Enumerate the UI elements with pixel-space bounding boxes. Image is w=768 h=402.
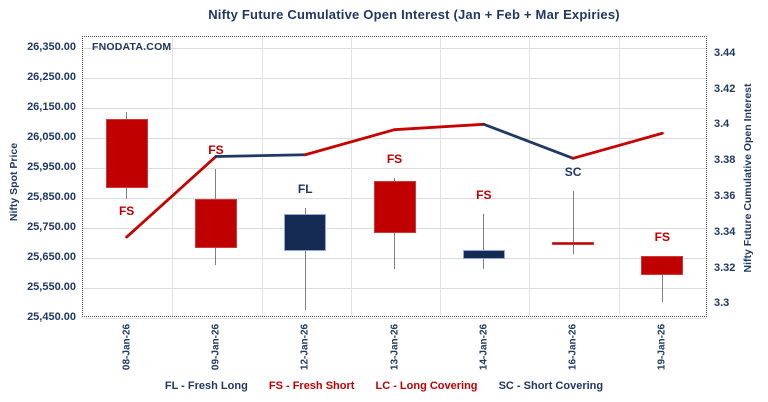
left-axis-tick: 25,750.00 — [27, 221, 76, 233]
vertical-gridline — [529, 37, 531, 316]
candle-body — [373, 180, 416, 233]
left-axis-tick: 26,150.00 — [27, 101, 76, 113]
legend: FL - Fresh Long FS - Fresh Short LC - Lo… — [0, 380, 768, 392]
candle-annotation: FS — [476, 187, 492, 202]
oi-line-segment — [571, 131, 664, 160]
oi-line-segment — [482, 122, 575, 160]
left-axis-tick: 25,950.00 — [27, 161, 76, 173]
horizontal-gridline — [83, 48, 706, 49]
left-axis-tick: 26,350.00 — [27, 41, 76, 53]
right-axis-tick: 3.38 — [714, 154, 736, 167]
candle-body — [194, 198, 237, 248]
candle-annotation: SC — [564, 165, 582, 179]
vertical-gridline — [261, 37, 263, 316]
chart-title: Nifty Future Cumulative Open Interest (J… — [208, 7, 620, 22]
right-axis-tick: 3.32 — [714, 261, 736, 274]
legend-item-sc: SC - Short Covering — [498, 380, 604, 392]
watermark-text: FNODATA.COM — [92, 41, 172, 53]
candle-wick — [572, 191, 574, 254]
vertical-gridline — [440, 37, 442, 316]
candle-body — [105, 119, 148, 188]
right-axis-tick: 3.4 — [714, 118, 730, 131]
candle-body — [462, 249, 505, 259]
candle-wick — [483, 213, 485, 269]
candle-body — [552, 242, 595, 245]
candle-wick — [304, 207, 306, 310]
oi-line-segment — [214, 153, 307, 158]
legend-item-fs: FS - Fresh Short — [268, 380, 355, 392]
candle-body — [284, 213, 327, 251]
left-axis-tick: 25,550.00 — [27, 281, 76, 293]
x-axis-date-label: 19-Jan-26 — [656, 323, 668, 371]
oi-line-segment — [125, 155, 218, 239]
oi-line-segment — [393, 122, 486, 132]
right-axis-tick: 3.34 — [714, 225, 736, 238]
candle-annotation: FS — [386, 151, 403, 166]
vertical-gridline — [172, 37, 174, 316]
x-axis-date-label: 09-Jan-26 — [210, 323, 222, 371]
candle-annotation: FS — [654, 229, 671, 244]
x-axis-date-label: 14-Jan-26 — [478, 323, 490, 371]
candle-wick — [661, 255, 663, 302]
right-axis-tick: 3.36 — [714, 189, 736, 202]
candle-annotation: FS — [208, 142, 224, 157]
left-axis-tick: 25,650.00 — [27, 251, 76, 263]
horizontal-gridline — [83, 168, 706, 169]
legend-item-fl: FL - Fresh Long — [164, 380, 248, 392]
horizontal-gridline — [83, 138, 706, 139]
x-axis-date-label: 08-Jan-26 — [121, 323, 133, 371]
right-axis-tick: 3.44 — [714, 46, 736, 59]
vertical-gridline — [618, 37, 620, 316]
horizontal-gridline — [83, 288, 706, 289]
candle-annotation: FS — [118, 203, 135, 218]
left-axis-tick: 25,450.00 — [27, 311, 76, 323]
horizontal-gridline — [83, 78, 706, 79]
x-axis-date-label: 16-Jan-26 — [567, 323, 579, 371]
candle-annotation: FL — [297, 181, 313, 196]
x-axis-date-label: 13-Jan-26 — [389, 323, 400, 371]
left-axis-tick: 25,850.00 — [27, 191, 76, 203]
candle-body — [641, 255, 684, 275]
left-axis-tick: 26,250.00 — [27, 71, 76, 83]
horizontal-gridline — [83, 108, 706, 109]
plot-area — [82, 36, 707, 319]
legend-item-lc: LC - Long Covering — [375, 380, 478, 392]
vertical-gridline — [350, 37, 352, 316]
horizontal-gridline — [83, 318, 706, 319]
oi-line-segment — [303, 128, 396, 157]
x-axis-date-label: 12-Jan-26 — [299, 323, 311, 371]
left-axis-tick: 26,050.00 — [27, 131, 76, 143]
right-axis-tick: 3.3 — [714, 297, 730, 310]
right-axis-tick: 3.42 — [714, 82, 736, 95]
